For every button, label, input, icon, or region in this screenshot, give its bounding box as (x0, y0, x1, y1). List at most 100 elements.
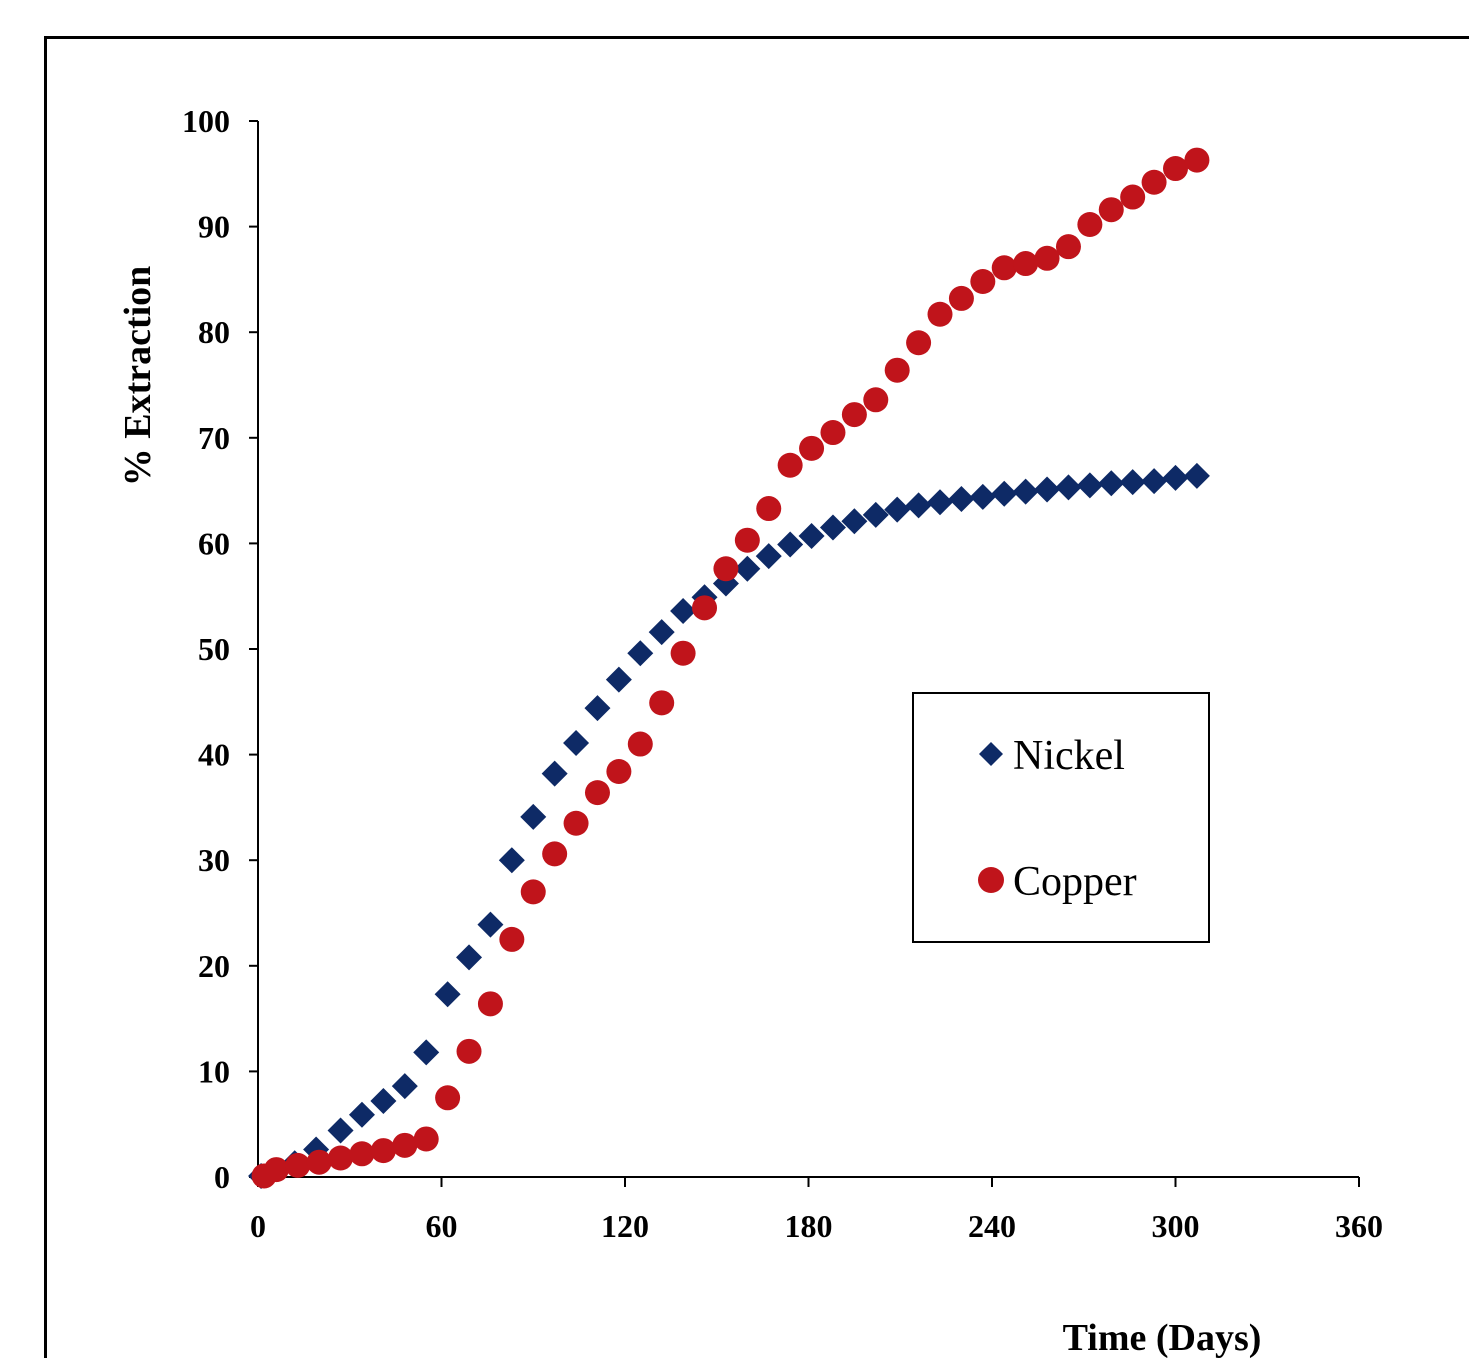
y-tick-label: 90 (198, 209, 230, 245)
nickel-point (1119, 469, 1146, 496)
y-ticks: 0 10 20 30 40 50 60 70 80 90 100 (182, 103, 258, 1195)
nickel-point (991, 480, 1018, 507)
nickel-point (841, 508, 868, 535)
x-tick-label: 240 (968, 1208, 1016, 1244)
nickel-point (498, 847, 525, 874)
copper-point (328, 1145, 354, 1171)
copper-point (392, 1132, 418, 1158)
copper-point (948, 285, 974, 311)
copper-point (777, 452, 803, 478)
copper-point (991, 255, 1017, 281)
nickel-point (819, 514, 846, 541)
copper-point (841, 402, 867, 428)
copper-point (477, 991, 503, 1017)
nickel-point (370, 1087, 397, 1114)
nickel-point (413, 1039, 440, 1066)
copper-point (627, 731, 653, 757)
copper-point (456, 1038, 482, 1064)
copper-point (906, 330, 932, 356)
nickel-point (1055, 474, 1082, 501)
copper-point (927, 301, 953, 327)
y-tick-label: 20 (198, 948, 230, 984)
y-tick-label: 50 (198, 631, 230, 667)
copper-point (1120, 184, 1146, 210)
copper-point (799, 435, 825, 461)
y-tick-label: 10 (198, 1053, 230, 1089)
x-tick-label: 60 (426, 1208, 458, 1244)
nickel-point (1141, 468, 1168, 495)
copper-point (285, 1152, 311, 1178)
y-tick-label: 40 (198, 737, 230, 773)
x-tick-label: 180 (785, 1208, 833, 1244)
x-axis-title: Time (Days) (1063, 1317, 1262, 1358)
copper-point (263, 1157, 289, 1183)
nickel-point (1183, 462, 1210, 489)
copper-point (606, 758, 632, 784)
copper-point (1141, 169, 1167, 195)
nickel-point (798, 523, 825, 550)
copper-point (1098, 197, 1124, 223)
legend-nickel-marker (979, 742, 1003, 766)
y-tick-label: 30 (198, 842, 230, 878)
copper-point (863, 387, 889, 413)
copper-point (349, 1141, 375, 1167)
nickel-point (434, 981, 461, 1008)
copper-point (820, 420, 846, 446)
legend: Nickel Copper (912, 692, 1210, 943)
nickel-point (327, 1117, 354, 1144)
copper-point (1055, 234, 1081, 260)
nickel-point (948, 486, 975, 513)
nickel-point (755, 543, 782, 570)
nickel-point (648, 619, 675, 646)
legend-copper-label: Copper (1013, 859, 1137, 905)
copper-point (670, 640, 696, 666)
nickel-point (1012, 478, 1039, 505)
copper-point (584, 780, 610, 806)
copper-point (649, 690, 675, 716)
nickel-point (348, 1101, 375, 1128)
copper-point (520, 879, 546, 905)
y-tick-label: 0 (214, 1159, 230, 1195)
legend-copper-marker (978, 867, 1004, 893)
nickel-point (734, 555, 761, 582)
x-tick-label: 300 (1152, 1208, 1200, 1244)
nickel-point (969, 483, 996, 510)
nickel-point (927, 489, 954, 516)
x-tick-label: 0 (250, 1208, 266, 1244)
nickel-point (456, 944, 483, 971)
nickel-point (1034, 476, 1061, 503)
y-tick-label: 100 (182, 103, 230, 139)
nickel-point (1098, 470, 1125, 497)
copper-point (542, 841, 568, 867)
nickel-point (627, 640, 654, 667)
nickel-point (541, 760, 568, 787)
nickel-point (1162, 464, 1189, 491)
nickel-point (777, 531, 804, 558)
nickel-point (905, 492, 932, 519)
x-tick-label: 360 (1335, 1208, 1383, 1244)
legend-box (912, 692, 1210, 943)
copper-point (1013, 251, 1039, 277)
copper-point (1163, 156, 1188, 182)
y-axis-title: % Extraction (117, 266, 159, 487)
nickel-point (584, 695, 611, 722)
nickel-point (520, 803, 547, 830)
copper-point (1034, 245, 1060, 271)
copper-series (251, 147, 1210, 1189)
x-tick-label: 120 (601, 1208, 649, 1244)
copper-point (970, 269, 996, 295)
axes (257, 121, 1359, 1178)
y-tick-label: 70 (198, 420, 230, 456)
y-tick-label: 80 (198, 314, 230, 350)
copper-point (1184, 147, 1210, 173)
copper-point (306, 1149, 332, 1175)
legend-nickel-label: Nickel (1013, 733, 1125, 779)
copper-point (1077, 211, 1103, 237)
copper-point (756, 496, 782, 522)
nickel-point (862, 501, 889, 528)
chart-frame (44, 36, 1469, 1358)
nickel-point (670, 597, 697, 624)
x-ticks: 0 60 120 180 240 300 360 (250, 1177, 1383, 1244)
nickel-point (477, 911, 504, 938)
